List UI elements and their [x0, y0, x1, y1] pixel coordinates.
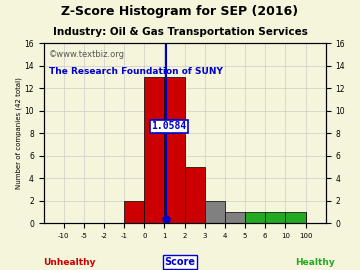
Bar — [144, 77, 165, 223]
Y-axis label: Number of companies (42 total): Number of companies (42 total) — [15, 77, 22, 189]
Bar — [124, 201, 144, 223]
Bar — [165, 77, 185, 223]
Bar — [225, 212, 245, 223]
Text: 1.0584: 1.0584 — [151, 122, 186, 131]
Bar — [185, 167, 205, 223]
Bar — [265, 212, 285, 223]
Bar — [245, 212, 265, 223]
Text: Healthy: Healthy — [295, 258, 335, 267]
Text: The Research Foundation of SUNY: The Research Foundation of SUNY — [49, 67, 223, 76]
Bar — [285, 212, 306, 223]
Bar — [205, 201, 225, 223]
Text: Z-Score Histogram for SEP (2016): Z-Score Histogram for SEP (2016) — [62, 5, 298, 18]
Text: ©www.textbiz.org: ©www.textbiz.org — [49, 50, 125, 59]
Text: Industry: Oil & Gas Transportation Services: Industry: Oil & Gas Transportation Servi… — [53, 27, 307, 37]
Text: Score: Score — [165, 257, 195, 267]
Text: Unhealthy: Unhealthy — [43, 258, 96, 267]
